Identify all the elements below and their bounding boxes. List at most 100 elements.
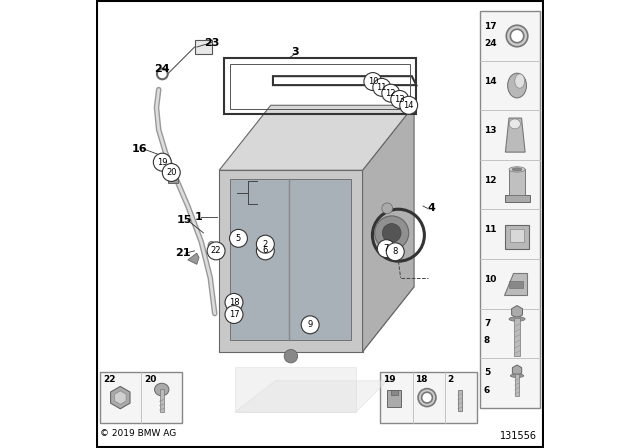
Text: 6: 6 (484, 386, 490, 395)
Text: 17: 17 (228, 310, 239, 319)
Ellipse shape (515, 74, 525, 88)
Polygon shape (230, 179, 351, 340)
Circle shape (510, 29, 524, 43)
Circle shape (284, 349, 298, 363)
Ellipse shape (508, 73, 527, 98)
Text: 14: 14 (484, 77, 497, 86)
Bar (391, 390, 397, 396)
Text: 20: 20 (145, 375, 157, 384)
Text: 19: 19 (383, 375, 396, 384)
Polygon shape (511, 306, 522, 318)
Text: 22: 22 (211, 246, 221, 255)
Text: 11: 11 (484, 225, 497, 234)
Text: 16: 16 (132, 144, 148, 154)
Bar (509, 169, 525, 195)
Polygon shape (115, 391, 126, 404)
Text: 131556: 131556 (500, 431, 538, 441)
Bar (458, 390, 462, 411)
Text: 22: 22 (103, 375, 116, 384)
Bar (159, 389, 164, 412)
Bar (515, 318, 520, 356)
Ellipse shape (509, 119, 520, 129)
Text: 24: 24 (154, 65, 170, 74)
Text: 21: 21 (175, 248, 191, 258)
Circle shape (506, 25, 528, 47)
Ellipse shape (510, 374, 524, 378)
Circle shape (225, 306, 243, 323)
Ellipse shape (509, 317, 525, 321)
Polygon shape (506, 118, 525, 152)
Polygon shape (235, 367, 356, 412)
Text: 23: 23 (204, 38, 220, 47)
Ellipse shape (155, 383, 169, 396)
Circle shape (257, 242, 275, 260)
Bar (515, 374, 519, 396)
Circle shape (364, 73, 382, 90)
Polygon shape (513, 365, 522, 376)
Circle shape (207, 242, 225, 260)
Circle shape (378, 240, 396, 258)
Text: 8: 8 (484, 336, 490, 345)
Text: © 2019 BMW AG: © 2019 BMW AG (100, 429, 177, 438)
Circle shape (230, 229, 248, 247)
Ellipse shape (509, 167, 525, 172)
Text: 7: 7 (484, 319, 490, 328)
Text: 2: 2 (447, 375, 454, 384)
Circle shape (154, 153, 172, 171)
Text: 18: 18 (228, 298, 239, 307)
Text: 13: 13 (394, 95, 405, 104)
Bar (506, 225, 529, 249)
Text: 7: 7 (383, 244, 389, 253)
Text: 1: 1 (195, 212, 202, 222)
Circle shape (374, 216, 409, 250)
Text: 5: 5 (236, 234, 241, 243)
Text: 20: 20 (166, 168, 177, 177)
Text: 8: 8 (392, 247, 398, 256)
Polygon shape (220, 105, 414, 170)
Polygon shape (220, 170, 362, 352)
Bar (481, 11, 540, 408)
Circle shape (382, 224, 401, 242)
Polygon shape (220, 287, 414, 352)
Circle shape (163, 164, 180, 181)
Circle shape (225, 293, 243, 311)
Text: 12: 12 (484, 176, 497, 185)
Circle shape (382, 203, 392, 214)
Circle shape (400, 96, 418, 114)
Text: 10: 10 (484, 275, 497, 284)
Text: 18: 18 (415, 375, 428, 384)
Text: 13: 13 (484, 126, 497, 135)
Bar (509, 281, 524, 288)
Text: 17: 17 (484, 22, 497, 30)
Text: 2: 2 (262, 240, 268, 249)
Circle shape (301, 316, 319, 334)
Polygon shape (235, 381, 387, 412)
Ellipse shape (512, 168, 522, 171)
Circle shape (208, 241, 215, 249)
Text: 19: 19 (157, 158, 168, 167)
Text: 3: 3 (292, 47, 299, 56)
Bar (504, 195, 529, 202)
Circle shape (422, 392, 433, 403)
Text: 12: 12 (385, 89, 396, 98)
Text: 10: 10 (367, 77, 378, 86)
Text: 5: 5 (484, 369, 490, 378)
Circle shape (373, 78, 391, 96)
Polygon shape (362, 105, 414, 352)
Text: 14: 14 (403, 101, 414, 110)
Bar (387, 391, 401, 408)
Text: 6: 6 (262, 246, 268, 255)
Text: 9: 9 (307, 320, 313, 329)
Text: 15: 15 (177, 215, 193, 225)
Bar (100, 372, 182, 423)
Bar (380, 372, 477, 423)
Circle shape (257, 235, 275, 253)
Text: 11: 11 (376, 83, 387, 92)
Bar (168, 169, 177, 183)
Polygon shape (111, 386, 130, 409)
Polygon shape (504, 272, 527, 295)
Bar (195, 40, 212, 54)
Circle shape (391, 90, 409, 108)
Text: 24: 24 (484, 39, 497, 48)
Text: 4: 4 (427, 203, 435, 213)
